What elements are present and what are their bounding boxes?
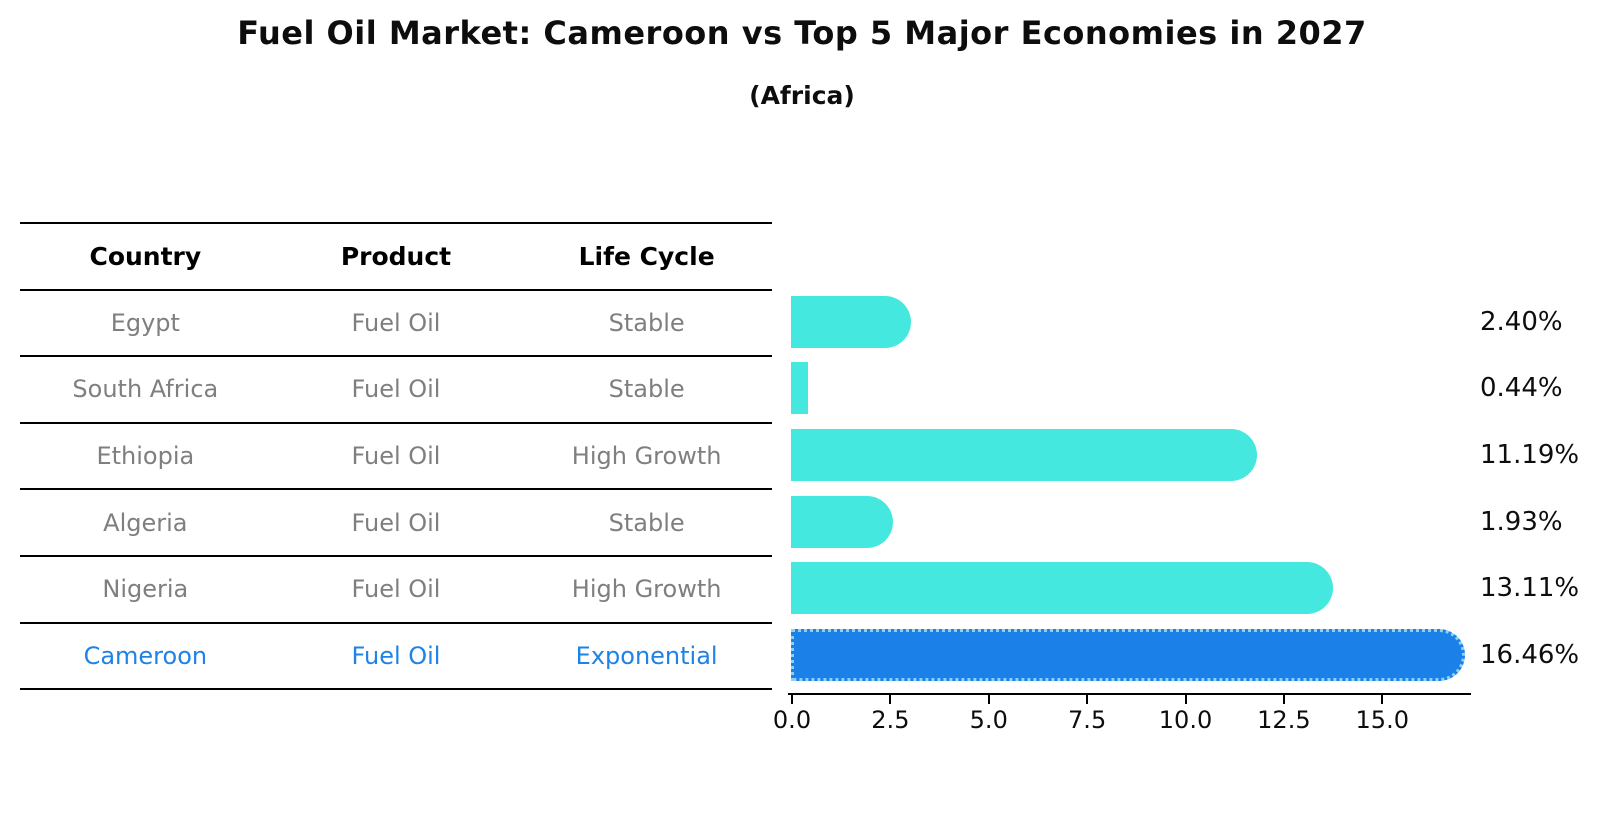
- table-row: Algeria Fuel Oil Stable: [20, 488, 772, 555]
- x-tick: [1086, 695, 1089, 704]
- x-tick-label: 0.0: [772, 706, 812, 734]
- life-cycle-cell: Stable: [608, 375, 685, 404]
- bar: [791, 429, 1258, 482]
- product-cell: Fuel Oil: [351, 575, 441, 604]
- country-table: Country Product Life Cycle Egypt Fuel Oil Sta…: [20, 222, 772, 691]
- product-cell: Fuel Oil: [351, 508, 441, 537]
- bar-value-label: 1.93%: [1480, 506, 1563, 537]
- bar: [791, 495, 893, 548]
- bar-value-label: 13.11%: [1480, 573, 1580, 604]
- table-row: Cameroon Fuel Oil Exponential: [20, 621, 772, 689]
- country-cell: Ethiopia: [96, 442, 195, 471]
- life-cycle-cell: Exponential: [575, 641, 718, 670]
- table-header-cell: Product: [340, 241, 452, 271]
- bar: [791, 362, 809, 415]
- x-tick: [987, 695, 990, 704]
- life-cycle-cell: High Growth: [571, 575, 722, 604]
- bar: [791, 295, 912, 348]
- x-tick-label: 10.0: [1158, 706, 1213, 734]
- product-cell: Fuel Oil: [351, 641, 441, 670]
- bar-value-label: 0.44%: [1480, 373, 1563, 404]
- x-tick-label: 7.5: [1068, 706, 1107, 734]
- table-row: Egypt Fuel Oil Stable: [20, 288, 772, 356]
- bar-value-label: 11.19%: [1480, 440, 1580, 471]
- chart-subtitle: (Africa): [749, 81, 855, 110]
- product-cell: Fuel Oil: [351, 308, 441, 337]
- country-cell: Cameroon: [83, 641, 208, 670]
- life-cycle-cell: Stable: [608, 508, 685, 537]
- table-header-cell: Country: [89, 241, 202, 271]
- x-tick-label: 15.0: [1355, 706, 1409, 734]
- x-tick: [1282, 695, 1285, 704]
- x-tick: [791, 695, 793, 704]
- country-cell: Nigeria: [102, 575, 189, 604]
- country-cell: Egypt: [110, 308, 180, 337]
- x-tick: [889, 695, 892, 704]
- bar-value-label: 2.40%: [1480, 306, 1563, 337]
- x-tick: [1184, 695, 1187, 704]
- bar-value-label: 16.46%: [1480, 639, 1580, 670]
- table-header-row: Country Product Life Cycle: [20, 222, 772, 289]
- x-tick: [1381, 695, 1384, 704]
- country-cell: South Africa: [72, 375, 219, 404]
- x-tick-label: 2.5: [871, 706, 910, 734]
- x-tick-label: 5.0: [969, 706, 1008, 734]
- table-row: Ethiopia Fuel Oil High Growth: [20, 421, 772, 489]
- bar: [791, 562, 1333, 615]
- product-cell: Fuel Oil: [351, 442, 441, 471]
- chart-title: Fuel Oil Market: Cameroon vs Top 5 Major…: [237, 14, 1367, 52]
- product-cell: Fuel Oil: [351, 375, 441, 404]
- table-row: South Africa Fuel Oil Stable: [20, 355, 772, 422]
- table-header-cell: Life Cycle: [578, 241, 715, 271]
- x-tick-label: 12.5: [1257, 706, 1311, 734]
- table-row: Nigeria Fuel Oil High Growth: [20, 554, 772, 622]
- life-cycle-cell: High Growth: [571, 442, 722, 471]
- x-axis-line: [788, 693, 1471, 695]
- life-cycle-cell: Stable: [608, 308, 685, 337]
- country-cell: Algeria: [103, 508, 188, 537]
- bar-highlighted: [791, 628, 1465, 681]
